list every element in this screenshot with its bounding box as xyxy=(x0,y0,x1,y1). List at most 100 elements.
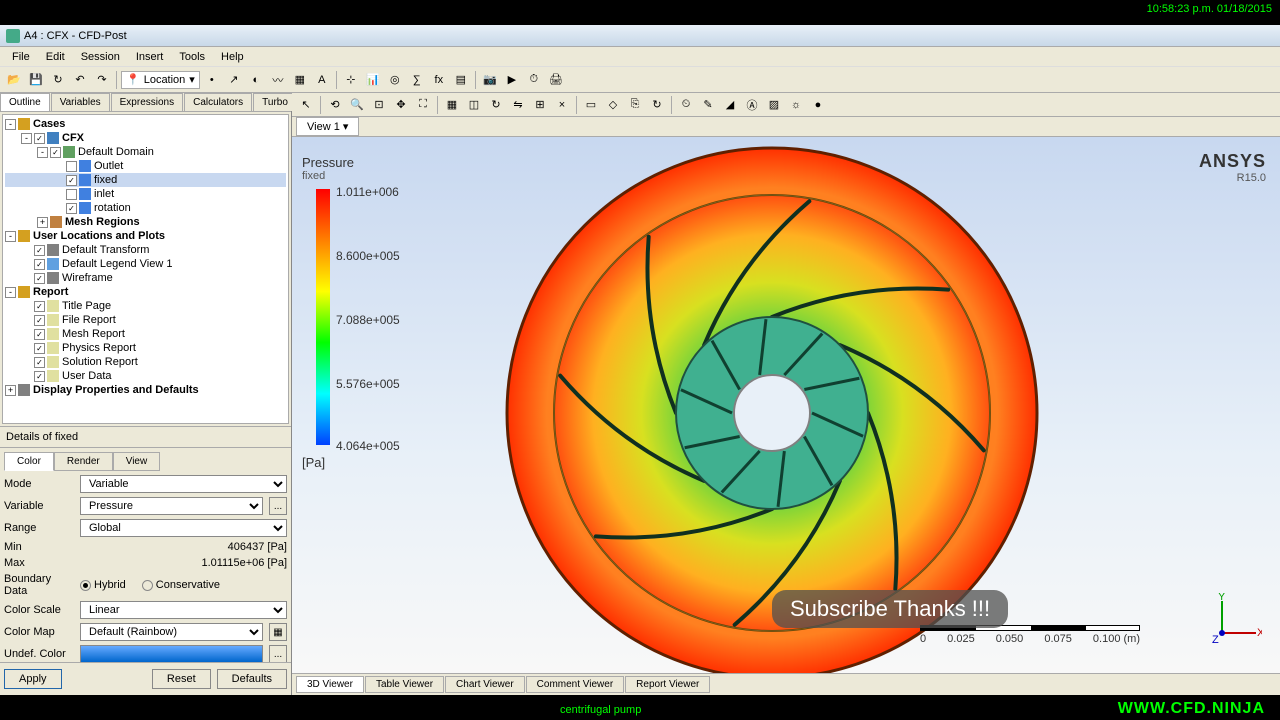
face-icon[interactable]: ◫ xyxy=(464,95,484,115)
tree-item[interactable]: ✓Default Transform xyxy=(5,243,286,257)
menu-edit[interactable]: Edit xyxy=(38,49,73,65)
undef-color-button[interactable]: ... xyxy=(269,645,287,662)
bg-icon[interactable]: ▨ xyxy=(764,95,784,115)
refresh-icon[interactable]: ↻ xyxy=(647,95,667,115)
timestep-icon[interactable]: ⏲ xyxy=(676,95,696,115)
menu-file[interactable]: File xyxy=(4,49,38,65)
defaults-button[interactable]: Defaults xyxy=(217,669,287,689)
tree-item[interactable]: -User Locations and Plots xyxy=(5,229,286,243)
wireframe-icon[interactable]: ▦ xyxy=(442,95,462,115)
tree-item[interactable]: -✓CFX xyxy=(5,131,286,145)
colormap-select[interactable]: Default (Rainbow) xyxy=(80,623,263,641)
edit-icon[interactable]: ✎ xyxy=(698,95,718,115)
tree-item[interactable]: ✓Physics Report xyxy=(5,341,286,355)
streamline-icon[interactable]: 〰 xyxy=(268,70,288,90)
tree-item[interactable]: ✓Default Legend View 1 xyxy=(5,257,286,271)
light-icon[interactable]: ☼ xyxy=(786,95,806,115)
macro-icon[interactable]: fx xyxy=(429,70,449,90)
bottom-tab[interactable]: Comment Viewer xyxy=(526,676,625,693)
volume-icon[interactable]: ▦ xyxy=(290,70,310,90)
menu-help[interactable]: Help xyxy=(213,49,252,65)
tree-item[interactable]: Outlet xyxy=(5,159,286,173)
tree-item[interactable]: ✓fixed xyxy=(5,173,286,187)
details-tab-color[interactable]: Color xyxy=(4,452,54,471)
pan-icon[interactable]: ✥ xyxy=(391,95,411,115)
bottom-tab[interactable]: Table Viewer xyxy=(365,676,444,693)
details-tab-render[interactable]: Render xyxy=(54,452,113,471)
text-icon[interactable]: A xyxy=(312,70,332,90)
mirror-icon[interactable]: ⇋ xyxy=(508,95,528,115)
tree-item[interactable]: ✓File Report xyxy=(5,313,286,327)
tree-item[interactable]: inlet xyxy=(5,187,286,201)
bottom-tab[interactable]: 3D Viewer xyxy=(296,676,364,693)
zoom-icon[interactable]: 🔍 xyxy=(347,95,367,115)
range-select[interactable]: Global xyxy=(80,519,287,537)
tree-item[interactable]: -Cases xyxy=(5,117,286,131)
sidebar-tab-expressions[interactable]: Expressions xyxy=(111,93,183,111)
iso-icon[interactable]: ◢ xyxy=(720,95,740,115)
bottom-tab[interactable]: Chart Viewer xyxy=(445,676,525,693)
probe-icon[interactable]: ◎ xyxy=(385,70,405,90)
select-icon[interactable]: ↖ xyxy=(296,95,316,115)
point-icon[interactable]: • xyxy=(202,70,222,90)
rotate-z-icon[interactable]: ↻ xyxy=(486,95,506,115)
chart-icon[interactable]: 📊 xyxy=(363,70,383,90)
apply-button[interactable]: Apply xyxy=(4,669,62,689)
open-icon[interactable]: 📂 xyxy=(4,70,24,90)
ortho-icon[interactable]: ▭ xyxy=(581,95,601,115)
hybrid-radio[interactable]: Hybrid xyxy=(80,579,126,591)
camera-icon[interactable]: 📷 xyxy=(480,70,500,90)
tree-item[interactable]: ✓Solution Report xyxy=(5,355,286,369)
axes-icon[interactable]: ⊹ xyxy=(341,70,361,90)
redo-icon[interactable]: ↷ xyxy=(92,70,112,90)
copy-icon[interactable]: ⎘ xyxy=(625,95,645,115)
bottom-tab[interactable]: Report Viewer xyxy=(625,676,710,693)
tree-item[interactable]: ✓Mesh Report xyxy=(5,327,286,341)
tree-item[interactable]: ✓rotation xyxy=(5,201,286,215)
view-tab-1[interactable]: View 1 ▾ xyxy=(296,117,359,136)
tree-item[interactable]: -✓Default Domain xyxy=(5,145,286,159)
print-icon[interactable]: 🖨 xyxy=(546,70,566,90)
tree-item[interactable]: -Report xyxy=(5,285,286,299)
zoombox-icon[interactable]: ⊡ xyxy=(369,95,389,115)
tree-item[interactable]: +Mesh Regions xyxy=(5,215,286,229)
details-tab-view[interactable]: View xyxy=(113,452,161,471)
record-icon[interactable]: ● xyxy=(808,95,828,115)
colorscale-select[interactable]: Linear xyxy=(80,601,287,619)
canvas-3d[interactable]: Pressure fixed 1.011e+0068.600e+0057.088… xyxy=(292,137,1280,673)
menu-insert[interactable]: Insert xyxy=(128,49,172,65)
persp-icon[interactable]: ◇ xyxy=(603,95,623,115)
tree-item[interactable]: +Display Properties and Defaults xyxy=(5,383,286,397)
mode-select[interactable]: Variable xyxy=(80,475,287,493)
conservative-radio[interactable]: Conservative xyxy=(142,579,220,591)
menu-session[interactable]: Session xyxy=(73,49,128,65)
sidebar-tab-variables[interactable]: Variables xyxy=(51,93,110,111)
reload-icon[interactable]: ↻ xyxy=(48,70,68,90)
annot-icon[interactable]: Ⓐ xyxy=(742,95,762,115)
sidebar-tab-outline[interactable]: Outline xyxy=(0,93,50,111)
outline-tree[interactable]: -Cases-✓CFX-✓Default DomainOutlet✓fixedi… xyxy=(2,114,289,424)
tree-item[interactable]: ✓Wireframe xyxy=(5,271,286,285)
contour-icon[interactable]: ◐ xyxy=(246,70,266,90)
tree-item[interactable]: ✓User Data xyxy=(5,369,286,383)
variable-more-button[interactable]: ... xyxy=(269,497,287,515)
location-combo[interactable]: 📍Location ▾ xyxy=(121,71,200,89)
view-x-icon[interactable]: × xyxy=(552,95,572,115)
menu-tools[interactable]: Tools xyxy=(171,49,213,65)
fit-icon[interactable]: ⛶ xyxy=(413,95,433,115)
timer-icon[interactable]: ⏱ xyxy=(524,70,544,90)
undef-color-swatch[interactable] xyxy=(80,645,263,662)
reset-button[interactable]: Reset xyxy=(152,669,211,689)
variable-select[interactable]: Pressure xyxy=(80,497,263,515)
sidebar-tab-turbo[interactable]: Turbo xyxy=(253,93,297,111)
table-icon[interactable]: ▤ xyxy=(451,70,471,90)
calc-icon[interactable]: ∑ xyxy=(407,70,427,90)
tree-item[interactable]: ✓Title Page xyxy=(5,299,286,313)
rotate-icon[interactable]: ⟲ xyxy=(325,95,345,115)
undo-icon[interactable]: ↶ xyxy=(70,70,90,90)
save-icon[interactable]: 💾 xyxy=(26,70,46,90)
snap-icon[interactable]: ⊞ xyxy=(530,95,550,115)
animation-icon[interactable]: ▶ xyxy=(502,70,522,90)
sidebar-tab-calculators[interactable]: Calculators xyxy=(184,93,252,111)
colormap-edit-button[interactable]: ▦ xyxy=(269,623,287,641)
